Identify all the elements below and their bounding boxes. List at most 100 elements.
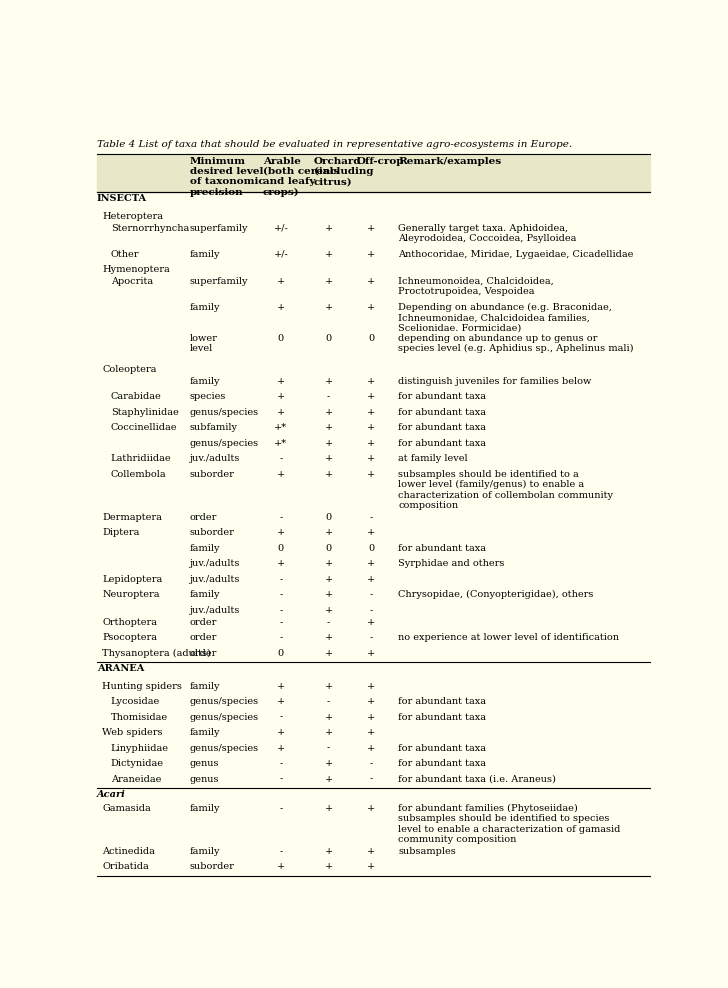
- Text: +: +: [325, 712, 333, 721]
- Text: +: +: [325, 424, 333, 433]
- Text: 0: 0: [325, 543, 332, 553]
- Text: Lepidoptera: Lepidoptera: [102, 575, 162, 584]
- Text: INSECTA: INSECTA: [97, 195, 147, 204]
- Text: Remark/examples: Remark/examples: [398, 157, 502, 166]
- Text: Lycosidae: Lycosidae: [111, 698, 160, 706]
- Text: suborder: suborder: [190, 529, 234, 537]
- Text: Heteroptera: Heteroptera: [102, 211, 163, 220]
- Text: family: family: [190, 804, 221, 813]
- Text: 0: 0: [278, 649, 284, 658]
- Text: Syrphidae and others: Syrphidae and others: [398, 559, 505, 568]
- Text: +: +: [325, 559, 333, 568]
- Text: +/-: +/-: [274, 250, 288, 259]
- Text: genus/species: genus/species: [190, 439, 259, 448]
- Text: Coleoptera: Coleoptera: [102, 365, 157, 373]
- Text: Arable
(both cereals
and leafy
crops): Arable (both cereals and leafy crops): [263, 157, 339, 197]
- Text: subsamples: subsamples: [398, 847, 456, 856]
- Text: -: -: [327, 744, 331, 753]
- Text: +: +: [367, 863, 375, 871]
- Text: Hymenoptera: Hymenoptera: [102, 265, 170, 274]
- Text: for abundant taxa: for abundant taxa: [398, 744, 486, 753]
- Text: order: order: [190, 513, 217, 522]
- Text: for abundant taxa (i.e. Araneus): for abundant taxa (i.e. Araneus): [398, 775, 556, 783]
- Text: +: +: [277, 744, 285, 753]
- Text: +/-: +/-: [274, 223, 288, 233]
- Text: Neuroptera: Neuroptera: [102, 591, 159, 600]
- Text: juv./adults: juv./adults: [190, 575, 240, 584]
- Text: Linyphiidae: Linyphiidae: [111, 744, 169, 753]
- Text: +: +: [325, 649, 333, 658]
- Text: +: +: [277, 863, 285, 871]
- Text: Web spiders: Web spiders: [102, 728, 163, 737]
- Text: suborder: suborder: [190, 470, 234, 479]
- Text: +: +: [367, 618, 375, 627]
- Text: Hunting spiders: Hunting spiders: [102, 682, 182, 691]
- Text: family: family: [190, 543, 221, 553]
- Text: Psocoptera: Psocoptera: [102, 633, 157, 642]
- Text: family: family: [190, 250, 221, 259]
- Text: genus: genus: [190, 775, 219, 783]
- Text: Anthocoridae, Miridae, Lygaeidae, Cicadellidae: Anthocoridae, Miridae, Lygaeidae, Cicade…: [398, 250, 634, 259]
- Text: 0: 0: [278, 334, 284, 343]
- Text: Staphylinidae: Staphylinidae: [111, 408, 178, 417]
- Text: -: -: [369, 633, 373, 642]
- Text: -: -: [280, 847, 282, 856]
- Text: Araneidae: Araneidae: [111, 775, 161, 783]
- Text: +: +: [325, 728, 333, 737]
- Text: +: +: [325, 470, 333, 479]
- Text: Dermaptera: Dermaptera: [102, 513, 162, 522]
- Text: subfamily: subfamily: [190, 424, 238, 433]
- Text: +: +: [367, 277, 375, 287]
- Text: genus/species: genus/species: [190, 698, 259, 706]
- Text: -: -: [369, 513, 373, 522]
- Text: 0: 0: [278, 543, 284, 553]
- Text: family: family: [190, 376, 221, 386]
- Text: -: -: [280, 591, 282, 600]
- Text: Ichneumonoidea, Chalcidoidea,
Proctotrupoidea, Vespoidea: Ichneumonoidea, Chalcidoidea, Proctotrup…: [398, 277, 554, 296]
- Text: +: +: [325, 376, 333, 386]
- Text: +: +: [367, 376, 375, 386]
- Text: +: +: [277, 408, 285, 417]
- Text: +: +: [367, 223, 375, 233]
- Text: +: +: [277, 376, 285, 386]
- Text: -: -: [280, 759, 282, 768]
- Text: +: +: [325, 408, 333, 417]
- Text: Sternorrhyncha: Sternorrhyncha: [111, 223, 189, 233]
- Text: Collembola: Collembola: [111, 470, 167, 479]
- Text: +: +: [325, 759, 333, 768]
- Text: +: +: [325, 529, 333, 537]
- Text: Apocrita: Apocrita: [111, 277, 153, 287]
- Text: +: +: [325, 277, 333, 287]
- Text: +: +: [325, 775, 333, 783]
- Text: 0: 0: [368, 543, 374, 553]
- Text: -: -: [327, 392, 331, 401]
- Text: -: -: [327, 698, 331, 706]
- Text: Orthoptera: Orthoptera: [102, 618, 157, 627]
- Text: for abundant taxa: for abundant taxa: [398, 439, 486, 448]
- Text: +: +: [325, 804, 333, 813]
- Text: Generally target taxa. Aphidoidea,
Aleyrodoidea, Coccoidea, Psylloidea: Generally target taxa. Aphidoidea, Aleyr…: [398, 223, 577, 243]
- Text: for abundant taxa: for abundant taxa: [398, 408, 486, 417]
- Text: order: order: [190, 633, 217, 642]
- Text: Minimum
desired level
of taxonomic
precision: Minimum desired level of taxonomic preci…: [190, 157, 264, 197]
- Text: +: +: [367, 424, 375, 433]
- Text: Dictynidae: Dictynidae: [111, 759, 164, 768]
- Text: -: -: [280, 454, 282, 463]
- Text: genus/species: genus/species: [190, 744, 259, 753]
- Text: juv./adults: juv./adults: [190, 454, 240, 463]
- Text: +: +: [325, 863, 333, 871]
- Text: Actinedida: Actinedida: [102, 847, 155, 856]
- Text: Acari: Acari: [97, 790, 125, 799]
- Text: +: +: [367, 408, 375, 417]
- Text: Oribatida: Oribatida: [102, 863, 149, 871]
- Text: +: +: [367, 559, 375, 568]
- Text: family: family: [190, 591, 221, 600]
- Text: +: +: [277, 529, 285, 537]
- Text: Chrysopidae, (Conyopterigidae), others: Chrysopidae, (Conyopterigidae), others: [398, 591, 594, 600]
- Text: Diptera: Diptera: [102, 529, 140, 537]
- Text: +: +: [325, 223, 333, 233]
- Text: +: +: [367, 728, 375, 737]
- Text: distinguish juveniles for families below: distinguish juveniles for families below: [398, 376, 592, 386]
- Text: +: +: [367, 439, 375, 448]
- Text: +: +: [277, 682, 285, 691]
